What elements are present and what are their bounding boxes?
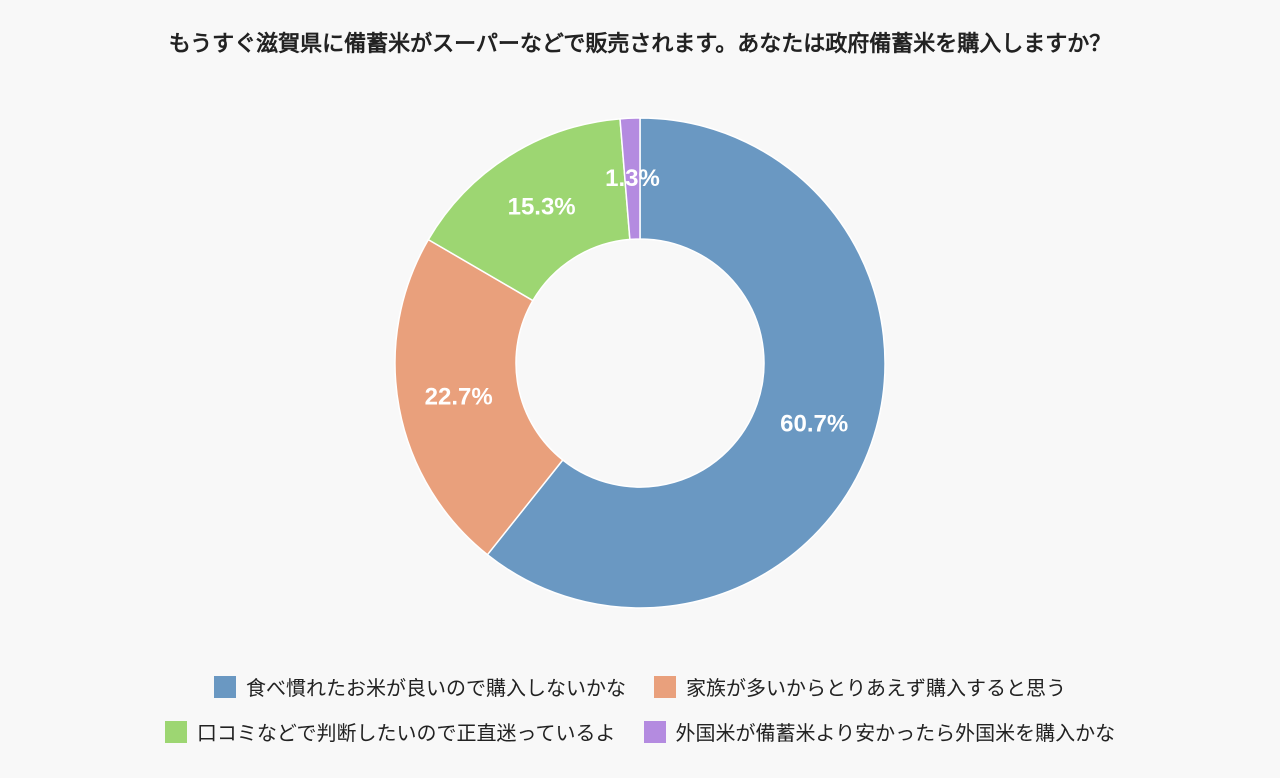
legend-row: 食べ慣れたお米が良いので購入しないかな 家族が多いからとりあえず購入すると思う xyxy=(0,672,1280,701)
legend-swatch xyxy=(643,720,666,743)
donut-slice xyxy=(619,117,641,241)
legend-label: 家族が多いからとりあえず購入すると思う xyxy=(686,676,1066,700)
chart-title: もうすぐ滋賀県に備蓄米がスーパーなどで販売されます。あなたは政府備蓄米を購入しま… xyxy=(168,32,1112,57)
legend-item: 口コミなどで判断したいので正直迷っているよ xyxy=(164,717,616,746)
donut-slice xyxy=(427,118,631,302)
donut-slice xyxy=(486,117,886,609)
legend-item: 家族が多いからとりあえず購入すると思う xyxy=(654,672,1066,701)
legend-item: 外国米が備蓄米より安かったら外国米を購入かな xyxy=(643,717,1116,746)
legend-swatch xyxy=(654,675,676,698)
legend-swatch xyxy=(214,675,236,698)
legend-label: 食べ慣れたお米が良いので購入しないかな xyxy=(246,676,626,700)
legend-swatch xyxy=(164,720,187,743)
legend-label: 口コミなどで判断したいので正直迷っているよ xyxy=(196,721,616,745)
slice-data-label: 1.3% xyxy=(605,165,660,192)
slice-data-label: 60.7% xyxy=(780,410,848,437)
legend-row: 口コミなどで判断したいので正直迷っているよ 外国米が備蓄米より安かったら外国米を… xyxy=(0,717,1280,746)
donut-chart: 60.7% 22.7% 15.3% 1.3% xyxy=(394,117,886,609)
chart-legend: 食べ慣れたお米が良いので購入しないかな 家族が多いからとりあえず購入すると思う … xyxy=(0,672,1280,762)
legend-item: 食べ慣れたお米が良いので購入しないかな xyxy=(214,672,626,701)
slice-data-label: 22.7% xyxy=(425,384,493,411)
legend-label: 外国米が備蓄米より安かったら外国米を購入かな xyxy=(675,721,1116,745)
slice-data-label: 15.3% xyxy=(508,193,576,220)
donut-slice xyxy=(394,238,564,556)
